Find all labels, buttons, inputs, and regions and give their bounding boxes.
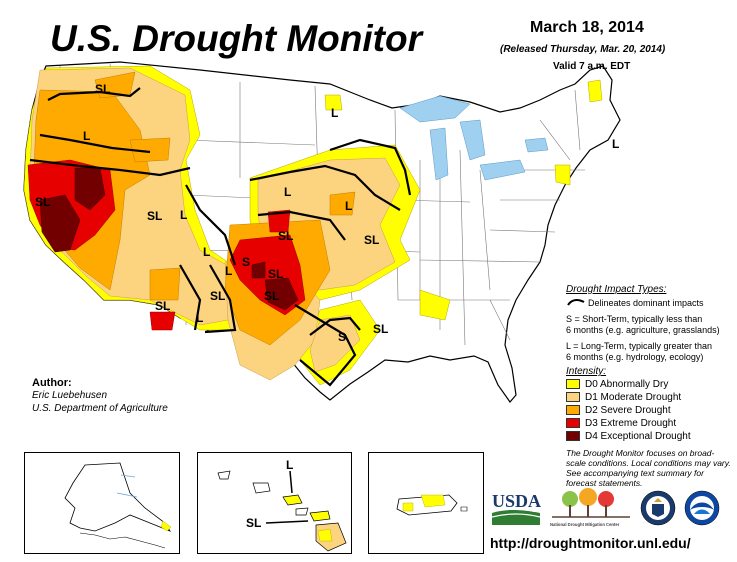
label-l: L [331,106,338,120]
legend-label-d3: D3 Extreme Drought [585,417,677,429]
legend-item-d2: D2 Severe Drought [566,404,671,416]
svg-text:USDA: USDA [492,491,541,511]
label-sl: SL [264,289,279,303]
label-l: L [203,245,210,259]
page-title: U.S. Drought Monitor [50,18,422,59]
label-s: S [338,330,346,344]
legend-label-d0: D0 Abnormally Dry [585,378,669,390]
puerto-rico-inset [368,452,484,554]
label-l: L [345,199,352,213]
great-lakes [399,95,549,181]
puerto-rico-map [396,494,468,516]
legend-item-d4: D4 Exceptional Drought [566,430,691,442]
label-s: S [242,255,250,269]
label-sl: SL [278,229,293,243]
hawaii-label-l: L [286,458,293,472]
long-term-line-1: L = Long-Term, typically greater than [566,341,712,351]
drought-d4 [39,167,299,311]
impact-lines [29,87,412,387]
label-l: L [612,137,619,151]
author-name: Eric Luebehusen [32,390,108,401]
legend-item-d1: D1 Moderate Drought [566,391,681,403]
impact-line-sample [567,299,585,306]
map-date: March 18, 2014 [530,19,644,36]
label-sl: SL [155,299,170,313]
author-org: U.S. Department of Agriculture [32,403,168,414]
label-l: L [83,129,90,143]
label-sl: SL [35,195,50,209]
swatch-d1 [566,392,580,402]
legend-item-d0: D0 Abnormally Dry [566,378,668,390]
swatch-d4 [566,431,580,441]
long-term-line-2: 6 months (e.g. hydrology, ecology) [566,352,704,362]
drought-monitor-url[interactable]: http://droughtmonitor.unl.edu/ [490,535,691,551]
ndmc-text: National Drought Mitigation Center [550,522,620,527]
label-sl: SL [364,233,379,247]
usda-logo: USDA [490,489,542,527]
label-sl: SL [268,267,283,281]
legend-label-d2: D2 Severe Drought [585,404,671,416]
swatch-d2 [566,405,580,415]
delineates-text: Delineates dominant impacts [588,298,704,308]
release-date: (Released Thursday, Mar. 20, 2014) [500,44,666,55]
short-term-line-1: S = Short-Term, typically less than [566,314,703,324]
label-l: L [284,185,291,199]
hawaii-inset: L SL [197,452,352,554]
swatch-d3 [566,418,580,428]
impact-types-title: Drought Impact Types: [566,284,667,295]
valid-time: Valid 7 a.m. EDT [553,61,631,72]
label-sl: SL [95,82,110,96]
label-sl: SL [210,289,225,303]
label-l: L [180,208,187,222]
focus-note: The Drought Monitor focuses on broad-sca… [566,448,731,488]
label-l: L [196,311,203,325]
legend-label-d1: D1 Moderate Drought [585,391,682,403]
hawaii-label-sl: SL [246,516,261,530]
label-l: L [225,264,232,278]
hawaii-map: L SL [217,458,347,552]
alaska-map [64,462,172,549]
short-term-line-2: 6 months (e.g. agriculture, grasslands) [566,325,720,335]
author-label: Author: [32,377,72,389]
label-sl: SL [373,322,388,336]
label-sl: SL [147,209,162,223]
legend-item-d3: D3 Extreme Drought [566,417,676,429]
legend-label-d4: D4 Exceptional Drought [585,430,691,442]
doc-seal-logo [640,490,676,526]
ndmc-logo: National Drought Mitigation Center [548,487,634,529]
alaska-inset [24,452,180,554]
swatch-d0 [566,379,580,389]
region-labels: SL L SL SL L L SL SL L SL S SL L L L S S… [35,82,619,344]
noaa-logo [684,490,720,526]
intensity-title: Intensity: [566,366,607,377]
